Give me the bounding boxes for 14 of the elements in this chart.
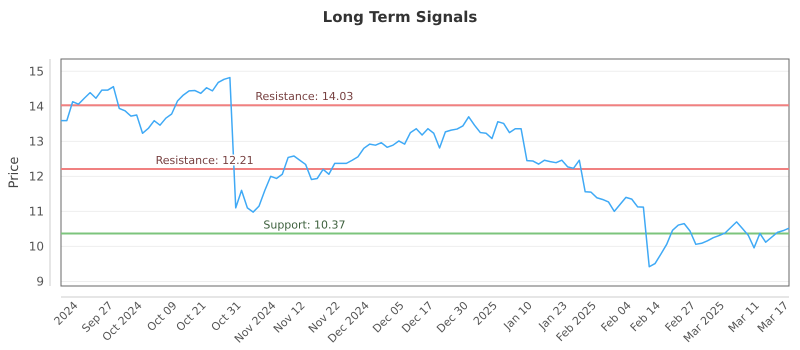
ref-line-label: Support: 10.37 xyxy=(263,218,346,232)
chart-title: Long Term Signals xyxy=(322,8,478,26)
x-tick-label: Jan 10 xyxy=(500,298,535,334)
y-tick-label: 9 xyxy=(36,274,44,289)
y-tick-label: 11 xyxy=(28,204,44,219)
y-tick-label: 15 xyxy=(28,64,44,78)
y-tick-label: 14 xyxy=(28,99,44,114)
y-tick-label: 10 xyxy=(28,240,44,254)
y-tick-label: 12 xyxy=(28,170,44,184)
y-tick-label: 13 xyxy=(28,134,44,149)
x-tick-label: Dec 30 xyxy=(434,298,471,336)
line-series xyxy=(60,76,790,268)
ref-line-label: Resistance: 14.03 xyxy=(255,90,354,104)
y-axis-title: Price xyxy=(7,156,22,188)
